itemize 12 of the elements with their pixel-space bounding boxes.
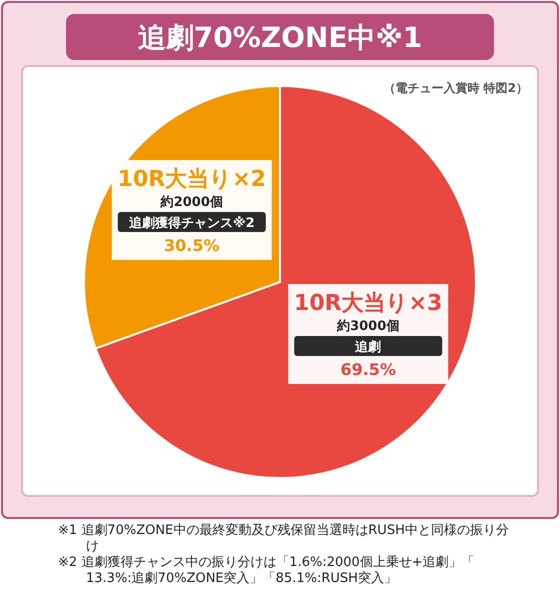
text: 追劇 xyxy=(354,340,382,355)
data-label: 69.5% xyxy=(340,360,396,379)
chart-title: 追劇70%ZONE中※1 xyxy=(138,21,422,54)
text: 約2000個 xyxy=(160,195,223,210)
text: 追劇獲得チャンス※2 xyxy=(128,216,255,232)
text: ※1 追劇70%ZONE中の最終変動及び残保留当選時はRUSH中と同様の振り分け xyxy=(58,522,509,554)
chart-subtitle: （電チュー入賞時 特図2） xyxy=(383,81,528,95)
slice-label: 10R大当り×3 xyxy=(294,290,442,316)
slice-label: 10R大当り×2 xyxy=(118,167,266,192)
text: ※2 追劇獲得チャンス中の振り分けは「1.6%:2000個上乗せ+追劇」「13.3%:追劇70%ZONE突入」「85.1%:RUSH突入」 xyxy=(58,555,475,586)
data-label: 30.5% xyxy=(164,236,220,256)
text: 約3000個 xyxy=(336,318,400,334)
